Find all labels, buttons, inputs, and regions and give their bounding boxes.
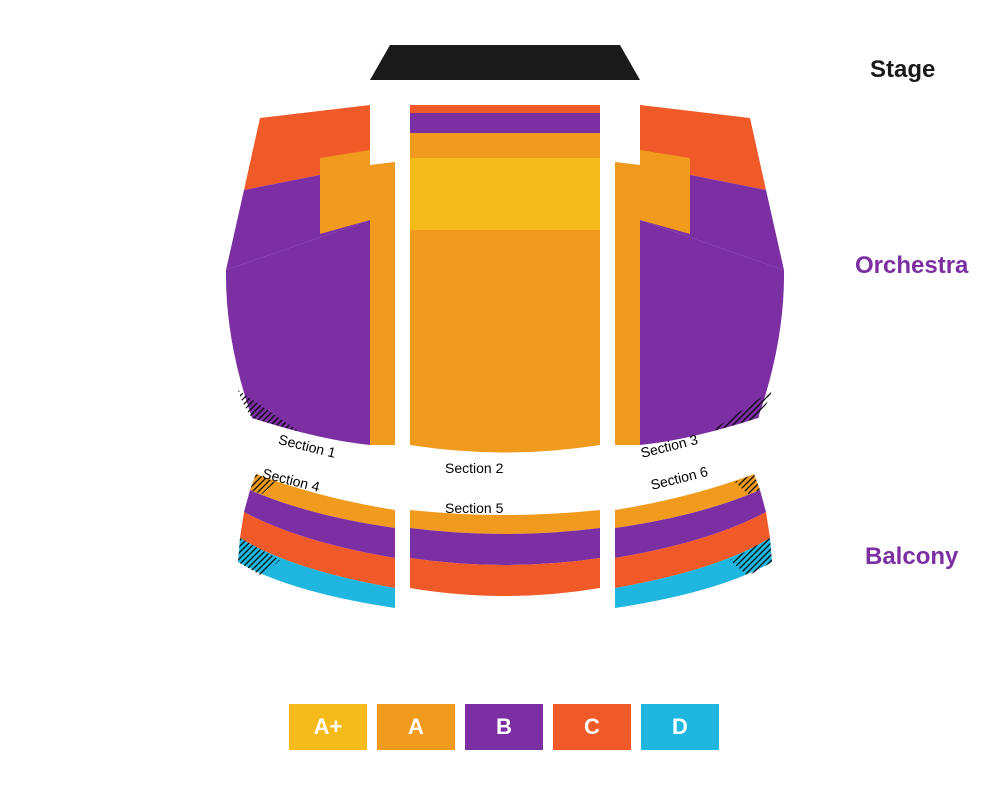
legend-D: D <box>641 704 719 750</box>
legend-C: C <box>553 704 631 750</box>
legend-A-plus: A+ <box>289 704 367 750</box>
seating-chart <box>0 0 1008 800</box>
orchestra-label: Orchestra <box>855 252 968 280</box>
section-5-label: Section 5 <box>445 500 503 516</box>
balcony-label: Balcony <box>865 543 958 571</box>
stage-label: Stage <box>870 56 935 84</box>
legend-A: A <box>377 704 455 750</box>
section-2-label: Section 2 <box>445 460 503 476</box>
legend-B: B <box>465 704 543 750</box>
price-legend: A+ABCD <box>289 704 719 750</box>
